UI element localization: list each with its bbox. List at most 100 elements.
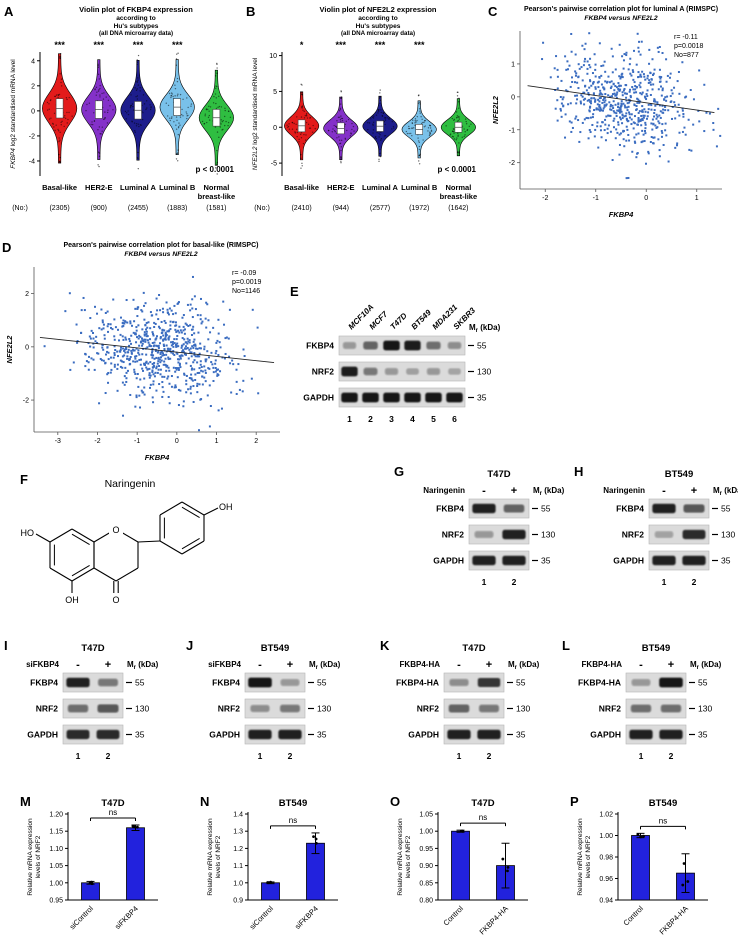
western-blot-fkbp4ha-t47d: T47D FKBP4-HA - + Mr (kDa) FKBP4-HA 55 NRF2 130 G… (396, 643, 540, 761)
svg-text:NFE2L2: NFE2L2 (491, 95, 500, 124)
svg-text:0.95: 0.95 (49, 898, 63, 905)
svg-text:siControl: siControl (68, 904, 96, 932)
svg-text:FKBP4: FKBP4 (306, 341, 334, 351)
svg-text:0: 0 (175, 438, 179, 445)
svg-text:35: 35 (317, 730, 327, 740)
svg-text:NRF2: NRF2 (599, 704, 621, 714)
svg-text:NRF2: NRF2 (36, 704, 58, 714)
svg-text:FKBP4: FKBP4 (436, 504, 464, 514)
svg-text:1.2: 1.2 (233, 846, 243, 853)
svg-text:3: 3 (389, 414, 394, 424)
svg-text:Relative mRNA expression: Relative mRNA expression (207, 818, 214, 896)
svg-text:2: 2 (31, 83, 35, 90)
panel-P-label: P (570, 794, 579, 809)
svg-text:Mr (kDa): Mr (kDa) (309, 660, 341, 671)
svg-text:HER2-E: HER2-E (85, 183, 113, 192)
svg-text:***: *** (336, 40, 347, 50)
svg-text:0: 0 (644, 195, 648, 202)
svg-text:Mr (kDa): Mr (kDa) (469, 323, 501, 334)
svg-text:siControl: siControl (248, 904, 276, 932)
svg-text:0: 0 (273, 124, 277, 131)
svg-text:levels of NRF2: levels of NRF2 (35, 835, 42, 878)
svg-text:0.95: 0.95 (419, 846, 433, 853)
western-blot-sifkbp4-bt549: BT549 siFKBP4 - + Mr (kDa) FKBP4 55 NRF2 130 GAPD… (208, 643, 341, 761)
svg-text:Basal-like: Basal-like (42, 183, 77, 192)
svg-text:(No:): (No:) (254, 205, 270, 212)
svg-text:FKBP4-HA: FKBP4-HA (396, 678, 439, 688)
svg-text:0.9: 0.9 (233, 898, 243, 905)
panel-A: A Violin plot of FKBP4 expression accord… (4, 4, 244, 240)
svg-text:(2577): (2577) (370, 205, 390, 212)
svg-text:1: 1 (482, 577, 487, 587)
panel-C: C Pearson's pairwise correlation plot fo… (488, 4, 734, 240)
panel-N-label: N (200, 794, 210, 809)
svg-text:FKBP4-HA: FKBP4-HA (658, 904, 690, 936)
svg-text:0.94: 0.94 (599, 898, 613, 905)
svg-text:(1642): (1642) (448, 205, 468, 212)
svg-text:FKBP4-HA: FKBP4-HA (478, 904, 510, 936)
panel-A-title-line1: Violin plot of FKBP4 expression (79, 5, 193, 14)
svg-text:55: 55 (317, 678, 327, 688)
svg-text:-1: -1 (509, 127, 515, 134)
svg-text:(1883): (1883) (167, 205, 187, 212)
svg-text:130: 130 (135, 704, 149, 714)
svg-text:1.00: 1.00 (419, 829, 433, 836)
panel-O: O T47D 0.80 0.85 0.90 0.95 1.00 1.05 Control FKB… (390, 794, 556, 946)
svg-text:(1972): (1972) (409, 205, 429, 212)
bar-chart-fkbp4ha-bt549: BT549 0.94 0.96 0.98 1.00 1.02 Control FKBP4-HA… (577, 798, 708, 936)
svg-text:NRF2: NRF2 (622, 530, 644, 540)
panel-B-title-line4: (all DNA microarray data) (340, 30, 416, 38)
panel-I-label: I (4, 638, 8, 653)
svg-text:1.15: 1.15 (49, 829, 63, 836)
svg-text:1: 1 (76, 751, 81, 761)
svg-text:(No:): (No:) (12, 205, 28, 212)
svg-text:BT549: BT549 (649, 798, 678, 809)
panel-K-label: K (380, 638, 390, 653)
svg-text:130: 130 (721, 530, 735, 540)
svg-text:1: 1 (662, 577, 667, 587)
svg-text:GAPDH: GAPDH (209, 730, 240, 740)
bar-chart-sifkbp4-t47d: T47D 0.95 1.00 1.05 1.10 1.15 1.20 siControl siF… (27, 798, 158, 932)
panel-B: B Violin plot of NFE2L2 expression accor… (246, 4, 486, 240)
svg-text:Normal: Normal (445, 183, 471, 192)
scatter-plot-basal: -3 -2 -1 0 1 2 -2 0 2 r= -0.09 p=0.0019 No=1146 FKBP… (5, 267, 280, 462)
svg-text:2: 2 (669, 751, 674, 761)
svg-text:-2: -2 (542, 195, 548, 202)
svg-text:Luminal A: Luminal A (362, 183, 399, 192)
svg-text:1: 1 (347, 414, 352, 424)
svg-text:levels of NRF2: levels of NRF2 (405, 835, 412, 878)
svg-text:NRF2: NRF2 (442, 530, 464, 540)
svg-text:siFKBP4: siFKBP4 (113, 904, 140, 931)
panel-D-title-line2: FKBP4 versus NFE2L2 (124, 250, 198, 258)
svg-text:6: 6 (452, 414, 457, 424)
svg-text:130: 130 (317, 704, 331, 714)
svg-text:Control: Control (441, 904, 465, 928)
svg-text:***: *** (94, 40, 105, 50)
svg-text:1: 1 (511, 62, 515, 69)
panel-D-label: D (2, 240, 12, 255)
svg-text:35: 35 (698, 730, 708, 740)
svg-text:***: *** (414, 40, 425, 50)
svg-text:1.00: 1.00 (599, 833, 613, 840)
western-blot-naringenin-t47d: T47D Naringenin - + Mr (kDa) FKBP4 55 NRF2 130 GA… (423, 469, 564, 587)
svg-text:Naringenin: Naringenin (603, 486, 645, 495)
svg-text:Mr (kDa): Mr (kDa) (713, 486, 738, 497)
svg-text:Naringenin: Naringenin (423, 486, 465, 495)
svg-text:Luminal A: Luminal A (120, 183, 157, 192)
svg-text:5: 5 (431, 414, 436, 424)
svg-text:2: 2 (25, 291, 29, 298)
svg-text:BT549: BT549 (642, 643, 671, 654)
panel-M-label: M (20, 794, 31, 809)
svg-text:(2410): (2410) (291, 205, 311, 212)
svg-text:FKBP4: FKBP4 (212, 678, 240, 688)
svg-text:p < 0.0001: p < 0.0001 (438, 165, 477, 174)
svg-text:0: 0 (25, 345, 29, 352)
panel-D: D Pearson's pairwise correlation plot fo… (2, 240, 296, 470)
svg-text:1.0: 1.0 (233, 880, 243, 887)
svg-text:1.05: 1.05 (49, 863, 63, 870)
svg-text:-: - (482, 485, 486, 497)
svg-text:+: + (691, 485, 697, 497)
svg-text:r= -0.11: r= -0.11 (674, 34, 698, 41)
svg-text:T47D: T47D (389, 311, 409, 331)
